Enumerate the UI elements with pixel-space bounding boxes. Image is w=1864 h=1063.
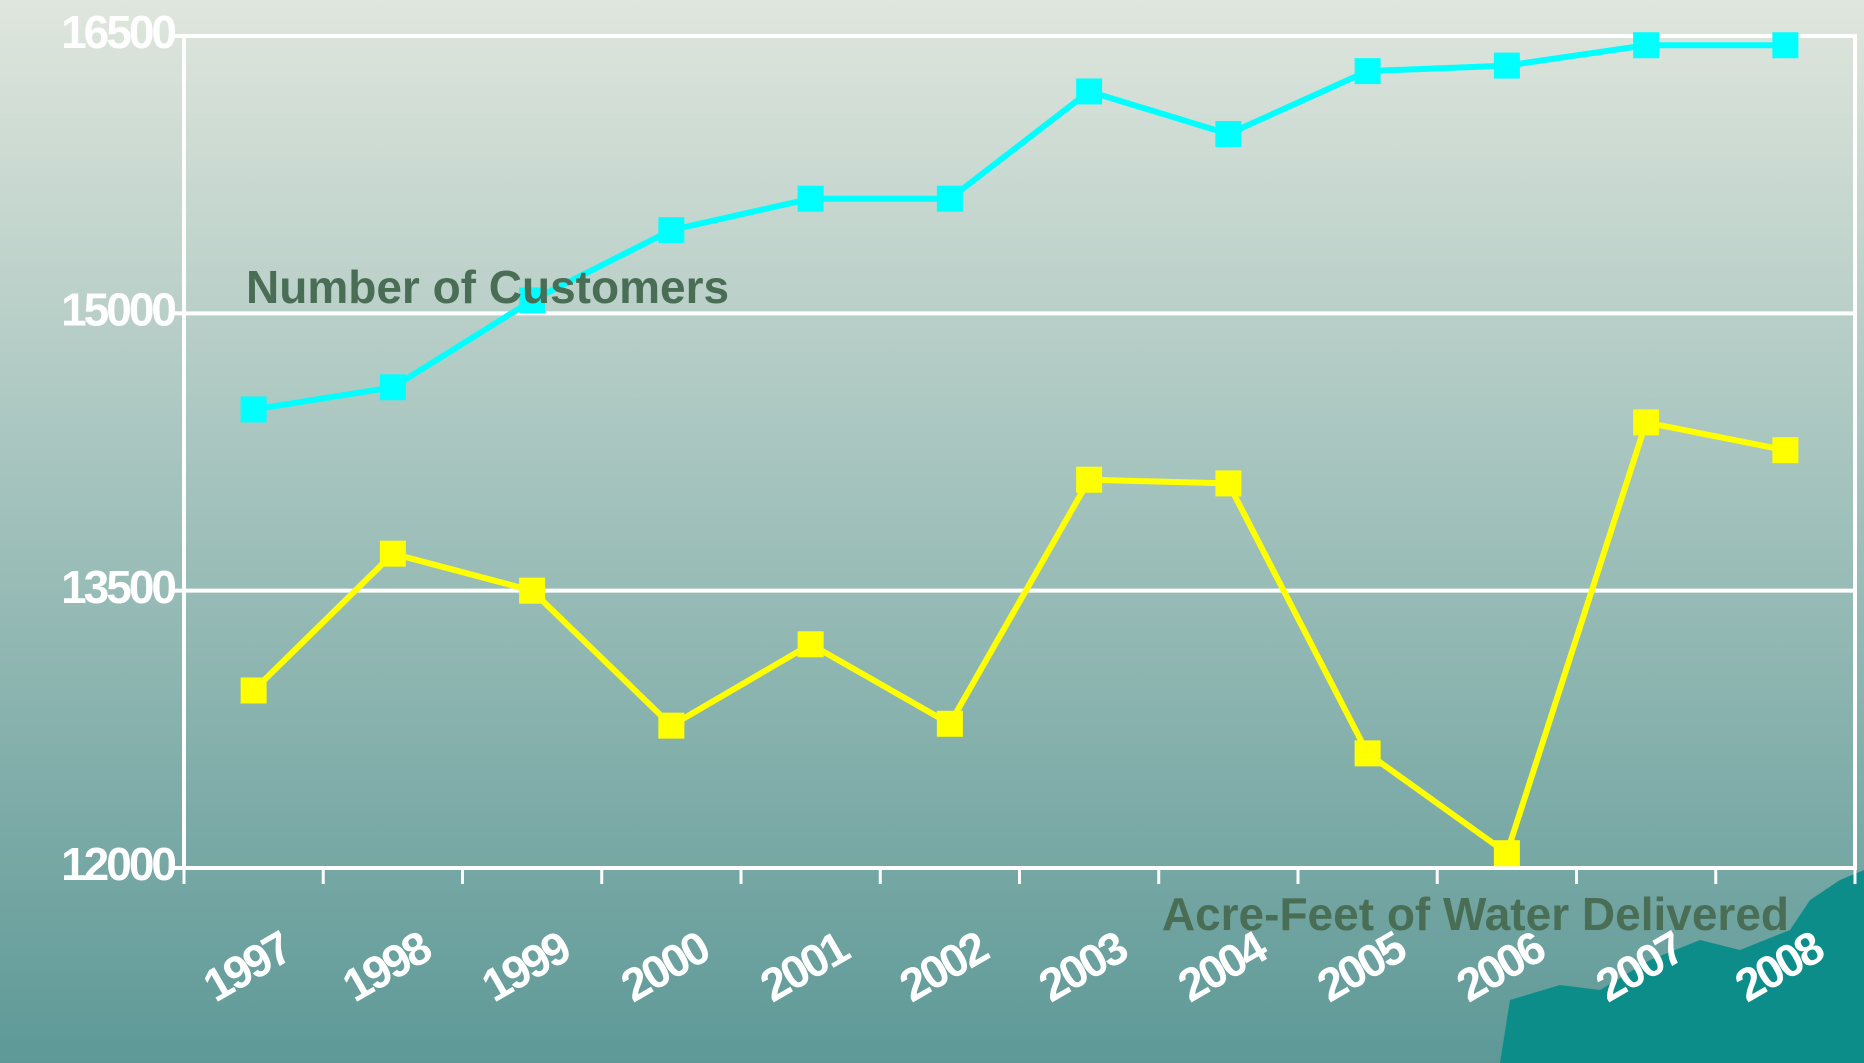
marker (1215, 470, 1242, 497)
marker (1493, 52, 1520, 79)
series-line (253, 42, 1786, 413)
marker (1493, 840, 1520, 867)
marker (658, 712, 685, 739)
marker (1633, 409, 1660, 436)
marker (379, 540, 406, 567)
marker (519, 287, 546, 314)
series-label: Number of Customers (246, 261, 729, 313)
marker (797, 185, 824, 212)
series-label: Acre-Feet of Water Delivered (1162, 888, 1789, 940)
marker (240, 677, 267, 704)
y-tick-label: 13500 (61, 561, 175, 613)
marker (1076, 466, 1103, 493)
marker (240, 396, 267, 423)
marker (1354, 740, 1381, 767)
marker (519, 577, 546, 604)
marker (1076, 78, 1103, 105)
marker (379, 374, 406, 401)
marker (1354, 58, 1381, 85)
y-tick-label: 12000 (61, 838, 175, 890)
y-tick-label: 15000 (61, 283, 175, 335)
marker (658, 217, 685, 244)
marker (1772, 437, 1799, 464)
marker (1772, 32, 1799, 59)
decoration (1500, 870, 1864, 1063)
marker (936, 185, 963, 212)
marker (1633, 32, 1660, 59)
series-line (251, 418, 1786, 859)
y-tick-label: 16500 (61, 6, 175, 58)
marker (936, 710, 963, 737)
marker (1215, 120, 1242, 147)
marker (797, 631, 824, 658)
